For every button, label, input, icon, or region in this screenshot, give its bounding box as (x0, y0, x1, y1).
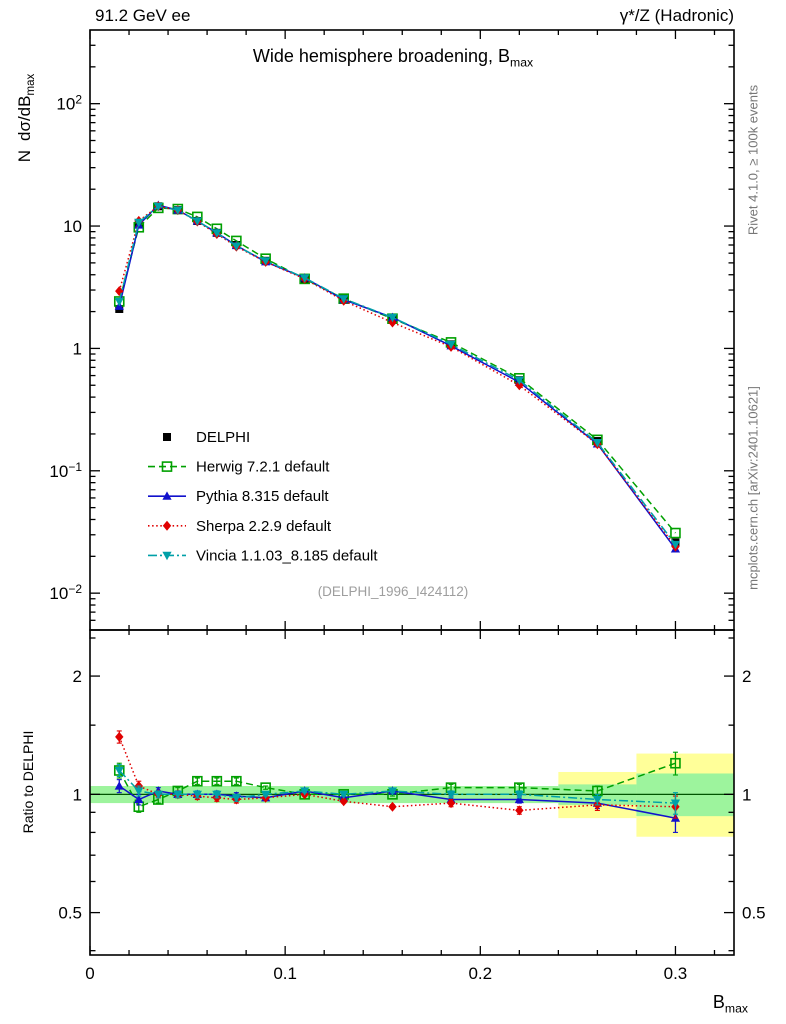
marker-open-square (161, 461, 173, 472)
marker-triangle-down (134, 218, 144, 228)
legend-item-pythia: Pythia 8.315 default (148, 488, 329, 505)
marker-triangle-down (592, 795, 602, 805)
legend-item-herwig: Herwig 7.2.1 default (148, 459, 330, 476)
marker-triangle-down (261, 790, 271, 800)
marker-triangle-down (114, 297, 124, 307)
tick-label: 2 (73, 667, 82, 686)
marker-triangle-down (192, 217, 202, 226)
marker-diamond (515, 805, 524, 816)
marker-triangle-down (514, 790, 524, 800)
tick-label: 1 (73, 339, 82, 358)
marker-open-square (670, 527, 681, 539)
ratio-line (118, 762, 676, 808)
main-panel-frame (89, 29, 735, 631)
marker-triangle-up (134, 794, 144, 804)
marker-triangle-down (514, 376, 524, 385)
ratio-uncertainty-bands (90, 753, 734, 837)
process-label: γ*/Z (Hadronic) (619, 6, 734, 25)
legend-label: Herwig 7.2.1 default (196, 459, 330, 476)
marker-triangle-down (231, 242, 241, 251)
marker-triangle-down (387, 787, 398, 796)
marker-triangle-down (446, 790, 456, 800)
tick-label: 0 (85, 964, 94, 983)
marker-diamond (515, 380, 524, 391)
marker-triangle-down (387, 313, 398, 323)
legend-item-delphi: DELPHI (163, 429, 250, 446)
marker-triangle-down (192, 790, 202, 800)
legend: DELPHI Herwig 7.2.1 default Pythia 8.315 d… (148, 429, 378, 564)
marker-triangle-down (300, 787, 310, 796)
marker-triangle-down (670, 540, 681, 550)
marker-triangle-down (300, 274, 310, 283)
marker-diamond (115, 731, 124, 742)
tick-label: 1 (742, 785, 751, 804)
legend-label: Vincia 1.1.03_8.185 default (196, 547, 378, 564)
marker-diamond (162, 520, 172, 531)
marker-diamond (388, 317, 397, 328)
marker-square (163, 433, 171, 441)
tick-label: 2 (742, 667, 751, 686)
marker-triangle-down (173, 206, 183, 215)
main-series-vincia (114, 202, 681, 550)
marker-triangle-down (162, 551, 172, 561)
legend-label: DELPHI (196, 429, 250, 446)
marker-triangle-down (261, 257, 271, 266)
marker-triangle-up (162, 491, 172, 500)
tick-label: 10 (63, 217, 82, 236)
x-axis-label: Bmax (712, 992, 748, 1016)
marker-open-square (231, 775, 242, 787)
marker-triangle-down (153, 790, 163, 800)
tick-label: 0.2 (468, 964, 492, 983)
beam-energy-label: 91.2 GeV ee (95, 6, 191, 25)
marker-triangle-down (446, 340, 456, 350)
marker-triangle-down (670, 799, 681, 808)
tick-label: 0.1 (273, 964, 297, 983)
marker-triangle-down (173, 790, 183, 800)
marker-triangle-down (114, 766, 124, 776)
marker-triangle-down (153, 202, 163, 212)
marker-diamond (388, 801, 397, 812)
chart-title: Wide hemisphere broadening, Bmax (0, 46, 786, 70)
ratio-panel-frame (89, 629, 735, 956)
tick-label: 102 (56, 93, 82, 114)
legend-item-sherpa: Sherpa 2.2.9 default (148, 518, 332, 535)
marker-triangle-up (114, 781, 124, 790)
marker-diamond (339, 796, 348, 807)
legend-label: Sherpa 2.2.9 default (196, 518, 332, 535)
marker-open-square (670, 757, 681, 769)
marker-triangle-down (212, 790, 222, 800)
marker-open-square (211, 775, 223, 787)
tick-label: 0.5 (58, 904, 82, 923)
tick-label: 10−1 (49, 460, 82, 481)
marker-triangle-down (592, 438, 602, 448)
tick-label: 0.5 (742, 904, 766, 923)
legend-label: Pythia 8.315 default (196, 488, 329, 505)
series-line (118, 205, 677, 548)
analysis-id-watermark: (DELPHI_1996_I424112) (317, 584, 469, 599)
chart-title-subscript: max (510, 55, 534, 70)
marker-diamond (446, 798, 456, 809)
marker-open-square (192, 775, 203, 787)
marker-triangle-down (134, 787, 144, 796)
marker-triangle-down (212, 229, 222, 238)
series-line (118, 207, 677, 534)
tick-label: 0.3 (664, 964, 688, 983)
legend-item-vincia: Vincia 1.1.03_8.185 default (148, 547, 378, 564)
chart-title-text: Wide hemisphere broadening, B (252, 46, 511, 66)
marker-triangle-down (339, 790, 349, 800)
tick-label: 1 (73, 785, 82, 804)
ratio-series-vincia (114, 764, 681, 815)
marker-triangle-down (339, 295, 349, 304)
marker-triangle-down (231, 794, 241, 803)
